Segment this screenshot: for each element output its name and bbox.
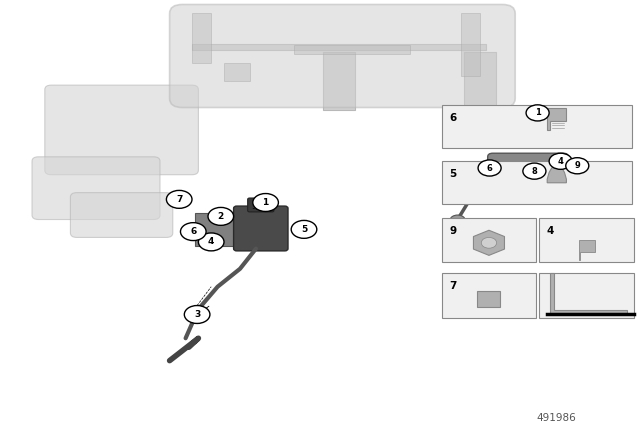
Circle shape — [566, 158, 589, 174]
Text: 4: 4 — [547, 226, 554, 236]
Text: 6: 6 — [486, 164, 493, 172]
Text: 5: 5 — [301, 225, 307, 234]
Polygon shape — [547, 166, 566, 183]
FancyBboxPatch shape — [192, 43, 486, 51]
FancyBboxPatch shape — [195, 213, 239, 246]
Bar — [224, 63, 250, 81]
FancyBboxPatch shape — [442, 105, 632, 148]
Circle shape — [166, 190, 192, 208]
Bar — [461, 13, 480, 76]
Circle shape — [198, 233, 224, 251]
Circle shape — [526, 105, 549, 121]
FancyBboxPatch shape — [442, 161, 632, 204]
Circle shape — [477, 169, 493, 180]
Circle shape — [184, 306, 210, 323]
FancyBboxPatch shape — [248, 198, 274, 212]
FancyBboxPatch shape — [234, 206, 288, 251]
Polygon shape — [550, 273, 627, 314]
FancyBboxPatch shape — [70, 193, 173, 237]
Text: 491986: 491986 — [537, 414, 577, 423]
FancyBboxPatch shape — [170, 4, 515, 108]
Polygon shape — [579, 240, 595, 260]
Ellipse shape — [556, 157, 572, 175]
Circle shape — [291, 220, 317, 238]
Text: 3: 3 — [194, 310, 200, 319]
Text: 4: 4 — [557, 157, 564, 166]
Text: 7: 7 — [176, 195, 182, 204]
Text: 6: 6 — [449, 113, 456, 123]
Text: 9: 9 — [575, 161, 580, 170]
Circle shape — [208, 207, 234, 225]
FancyBboxPatch shape — [45, 85, 198, 175]
FancyBboxPatch shape — [323, 52, 355, 110]
FancyBboxPatch shape — [442, 218, 536, 262]
Circle shape — [481, 237, 497, 248]
Circle shape — [523, 163, 546, 179]
Bar — [294, 45, 410, 54]
FancyBboxPatch shape — [442, 273, 536, 318]
Text: 1: 1 — [262, 198, 269, 207]
FancyBboxPatch shape — [539, 273, 634, 318]
Bar — [192, 13, 211, 63]
Text: 5: 5 — [449, 169, 456, 179]
Circle shape — [549, 153, 572, 169]
Text: 7: 7 — [449, 281, 457, 291]
FancyBboxPatch shape — [32, 157, 160, 220]
Circle shape — [450, 215, 465, 226]
FancyBboxPatch shape — [488, 153, 568, 178]
Text: 1: 1 — [534, 108, 541, 117]
Text: 4: 4 — [208, 237, 214, 246]
Circle shape — [180, 223, 206, 241]
Text: 2: 2 — [218, 212, 224, 221]
FancyBboxPatch shape — [539, 218, 634, 262]
Text: 6: 6 — [190, 227, 196, 236]
Circle shape — [478, 160, 501, 176]
Text: 9: 9 — [449, 226, 456, 236]
FancyBboxPatch shape — [464, 52, 496, 110]
Circle shape — [253, 194, 278, 211]
Polygon shape — [547, 108, 566, 130]
Text: 8: 8 — [532, 167, 537, 176]
